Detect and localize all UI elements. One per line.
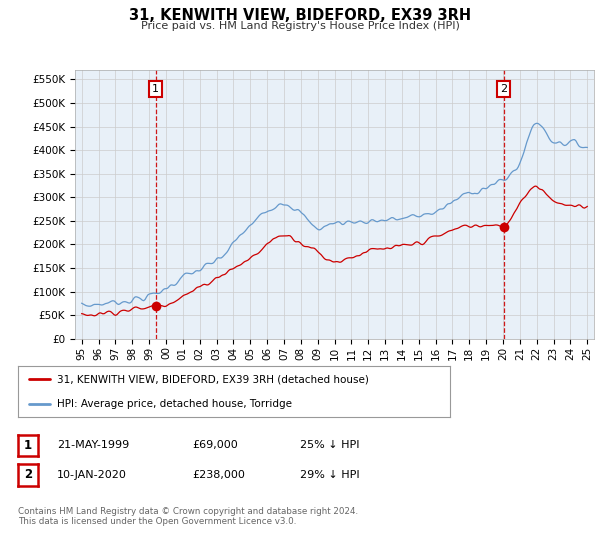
Text: 1: 1 [152, 84, 159, 94]
Text: 21-MAY-1999: 21-MAY-1999 [57, 440, 129, 450]
Text: 1: 1 [24, 438, 32, 452]
Text: 2: 2 [500, 84, 507, 94]
Text: £238,000: £238,000 [192, 470, 245, 480]
Text: 31, KENWITH VIEW, BIDEFORD, EX39 3RH (detached house): 31, KENWITH VIEW, BIDEFORD, EX39 3RH (de… [57, 374, 369, 384]
Text: 25% ↓ HPI: 25% ↓ HPI [300, 440, 359, 450]
Text: 10-JAN-2020: 10-JAN-2020 [57, 470, 127, 480]
Text: Contains HM Land Registry data © Crown copyright and database right 2024.
This d: Contains HM Land Registry data © Crown c… [18, 507, 358, 526]
Text: 29% ↓ HPI: 29% ↓ HPI [300, 470, 359, 480]
Text: HPI: Average price, detached house, Torridge: HPI: Average price, detached house, Torr… [57, 399, 292, 409]
Text: 2: 2 [24, 468, 32, 482]
Text: 31, KENWITH VIEW, BIDEFORD, EX39 3RH: 31, KENWITH VIEW, BIDEFORD, EX39 3RH [129, 8, 471, 24]
Text: Price paid vs. HM Land Registry's House Price Index (HPI): Price paid vs. HM Land Registry's House … [140, 21, 460, 31]
Text: £69,000: £69,000 [192, 440, 238, 450]
